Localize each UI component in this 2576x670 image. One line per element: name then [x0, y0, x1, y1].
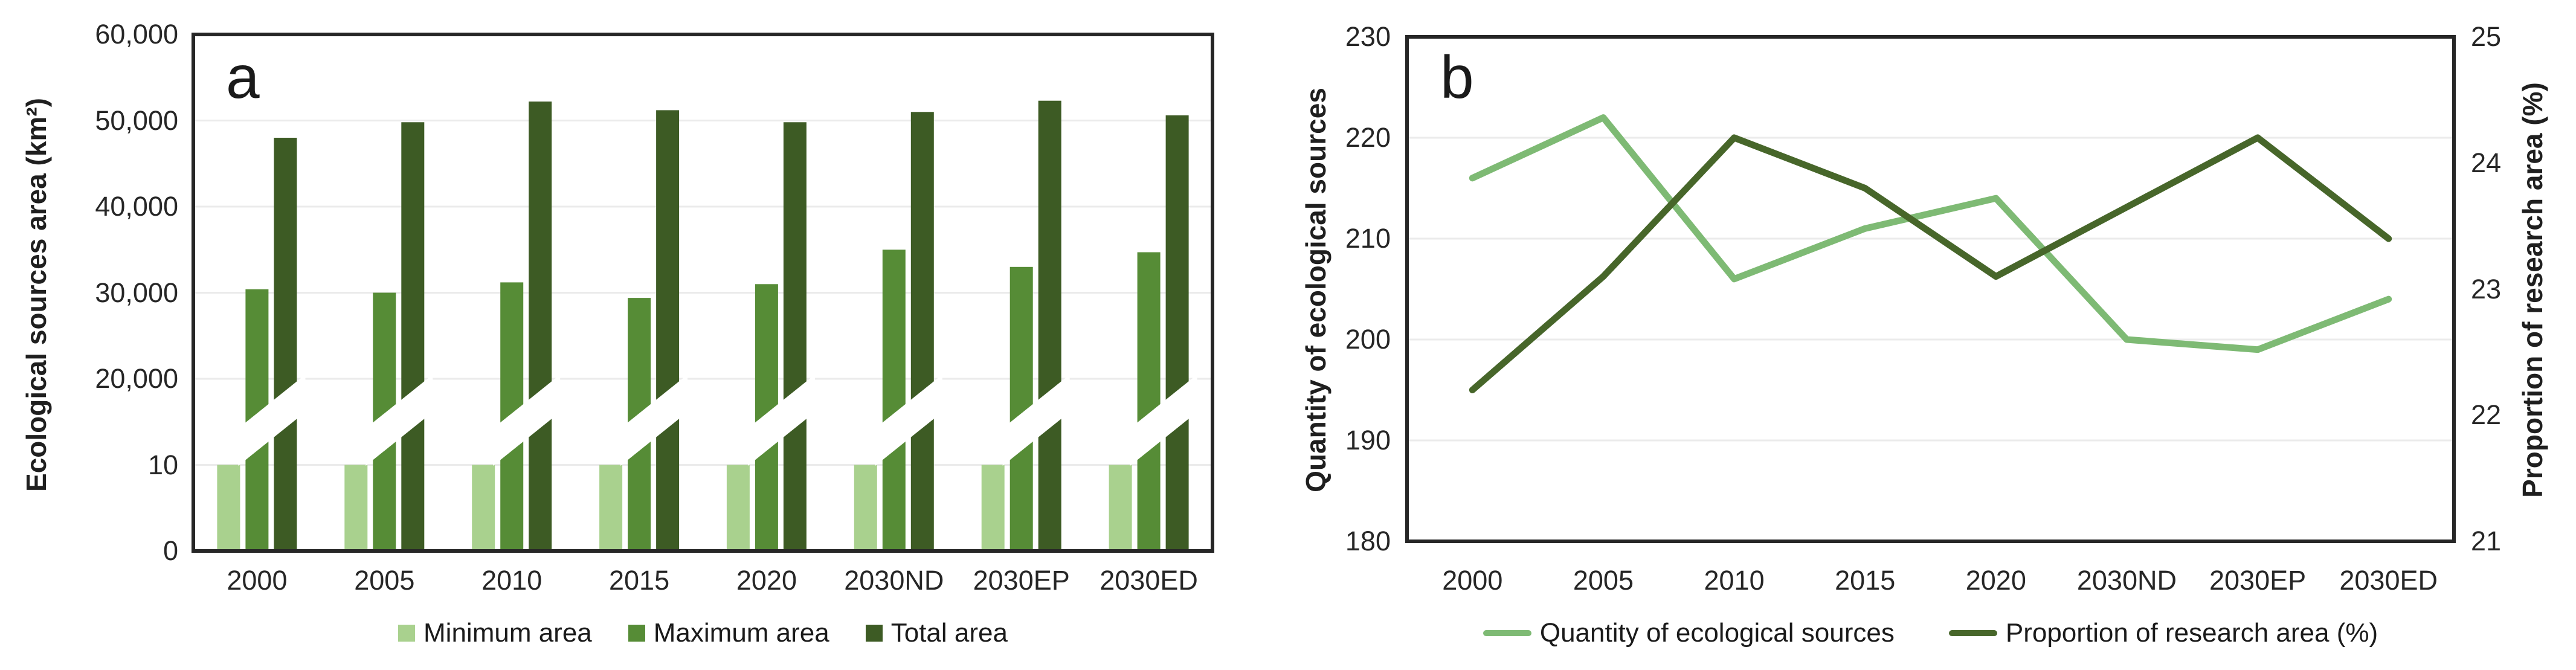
panel-b-left-tick-230: 230	[1345, 21, 1391, 52]
panel-b-right-tick-24: 24	[2471, 147, 2502, 178]
panel-a-x-tick-2010: 2010	[481, 565, 543, 596]
legend-item-proportion-of-research-area: Proportion of research area (%)	[1948, 618, 2378, 648]
legend-item-total-area: Total area	[865, 618, 1008, 648]
legend-swatch-minimum-area	[398, 625, 416, 642]
legend-label-total-area: Total area	[890, 618, 1008, 648]
panel-b-x-tick-2030ND: 2030ND	[2076, 565, 2177, 596]
legend-swatch-total-area	[865, 625, 883, 642]
panel-a-x-tick-2005: 2005	[354, 565, 415, 596]
panel-b-right-tick-21: 21	[2471, 526, 2502, 556]
panel-b-x-tick-2030ED: 2030ED	[2339, 565, 2438, 596]
panel-a-y-tick-0: 0	[163, 535, 178, 566]
panel-b-left-tick-210: 210	[1345, 223, 1391, 254]
panel-b-right-tick-25: 25	[2471, 21, 2502, 52]
legend-label-quantity-of-ecological-sources: Quantity of ecological sources	[1539, 618, 1895, 648]
panel-a-x-tick-2030ED: 2030ED	[1100, 565, 1198, 596]
legend-label-minimum-area: Minimum area	[423, 618, 592, 648]
panel-b-x-tick-2000: 2000	[1442, 565, 1503, 596]
panel-a-legend: Minimum area Maximum area Total area	[193, 614, 1212, 652]
panel-a-letter: a	[226, 43, 260, 111]
panel-b-left-tick-190: 190	[1345, 425, 1391, 456]
panel-b-x-tick-2015: 2015	[1835, 565, 1896, 596]
panel-b-x-tick-2010: 2010	[1704, 565, 1765, 596]
panel-a-y-tick-60000: 60,000	[95, 19, 178, 50]
panel-a-y-tick-40000: 40,000	[95, 191, 178, 222]
panel-a-x-tick-2015: 2015	[609, 565, 670, 596]
panel-b-left-axis-title: Quantity of ecological sources	[1300, 88, 1331, 492]
panel-b-left-tick-180: 180	[1345, 526, 1391, 556]
panel-a-y-tick-20000: 20,000	[95, 363, 178, 394]
legend-swatch-maximum-area	[628, 625, 645, 642]
panel-b-letter: b	[1440, 43, 1474, 111]
panel-b-right-tick-22: 22	[2471, 399, 2502, 431]
panel-a-x-tick-2030EP: 2030EP	[973, 565, 1070, 596]
panel-b-x-tick-2030EP: 2030EP	[2209, 565, 2307, 596]
legend-swatch-quantity-line	[1483, 630, 1531, 636]
panel-a-y-tick-10: 10	[147, 449, 178, 480]
legend-label-proportion-of-research-area: Proportion of research area (%)	[2005, 618, 2378, 648]
panel-b-left-tick-220: 220	[1345, 122, 1391, 153]
panel-a-y-tick-50000: 50,000	[95, 105, 178, 136]
legend-swatch-proportion-line	[1948, 630, 1997, 636]
panel-a-x-tick-2020: 2020	[736, 565, 797, 596]
legend-item-maximum-area: Maximum area	[628, 618, 829, 648]
panel-b-x-tick-2005: 2005	[1573, 565, 1634, 596]
panel-a-y-tick-30000: 30,000	[95, 277, 178, 308]
legend-label-maximum-area: Maximum area	[653, 618, 829, 648]
panel-b-x-tick-2020: 2020	[1965, 565, 2026, 596]
panel-b-left-tick-200: 200	[1345, 324, 1391, 355]
panel-b-legend: Quantity of ecological sources Proportio…	[1407, 614, 2454, 652]
panel-a-x-tick-2000: 2000	[227, 565, 288, 596]
panel-a-x-tick-2030ND: 2030ND	[844, 565, 944, 596]
legend-item-quantity-of-ecological-sources: Quantity of ecological sources	[1483, 618, 1895, 648]
panel-b-right-tick-23: 23	[2471, 273, 2502, 304]
legend-item-minimum-area: Minimum area	[398, 618, 592, 648]
